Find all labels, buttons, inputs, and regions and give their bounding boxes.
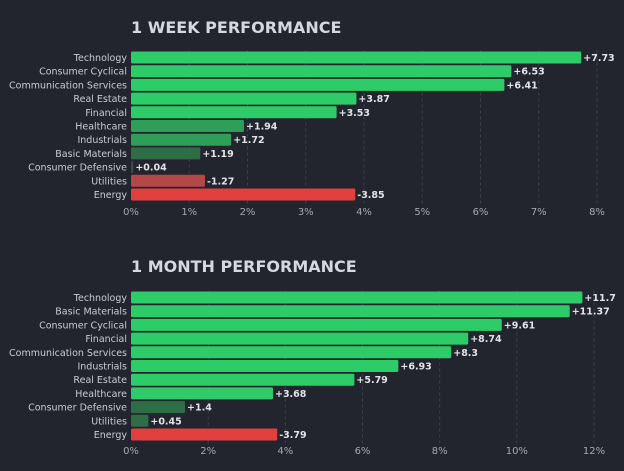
bar <box>131 92 357 105</box>
x-tick-label: 10% <box>506 446 528 457</box>
bar <box>131 428 278 441</box>
value-label: +8.3 <box>453 348 478 359</box>
x-tick-label: 8% <box>589 207 605 218</box>
category-label: Communication Services <box>9 80 127 91</box>
x-tick-label: 4% <box>277 446 293 457</box>
value-label: +3.68 <box>275 389 307 400</box>
x-tick-label: 7% <box>531 207 547 218</box>
bar <box>131 133 232 146</box>
chart-title: 1 WEEK PERFORMANCE <box>131 18 341 37</box>
category-label: Healthcare <box>75 122 127 133</box>
chart-title: 1 MONTH PERFORMANCE <box>131 257 357 276</box>
bar <box>131 188 356 201</box>
bar <box>131 78 505 91</box>
bar <box>131 291 583 304</box>
category-label: Utilities <box>91 416 127 427</box>
x-tick-label: 6% <box>473 207 489 218</box>
value-label: +3.53 <box>339 108 370 119</box>
value-label: +5.79 <box>356 375 387 386</box>
category-label: Energy <box>94 430 128 441</box>
value-label: +1.72 <box>233 135 264 146</box>
category-label: Financial <box>85 334 127 345</box>
bar <box>131 414 149 427</box>
value-label: +7.73 <box>583 53 614 64</box>
value-label: -1.27 <box>207 176 234 187</box>
bar <box>131 373 355 386</box>
value-label: +9.61 <box>504 320 535 331</box>
value-label: +3.87 <box>358 94 389 105</box>
value-label: +11.7 <box>584 293 615 304</box>
x-tick-label: 6% <box>355 446 371 457</box>
x-tick-label: 1% <box>181 207 197 218</box>
value-label: +1.4 <box>187 403 212 414</box>
x-tick-label: 2% <box>240 207 256 218</box>
value-label: +6.41 <box>506 80 537 91</box>
x-tick-label: 4% <box>356 207 372 218</box>
value-label: -3.85 <box>357 190 384 201</box>
x-tick-label: 2% <box>200 446 216 457</box>
value-label: +8.74 <box>470 334 502 345</box>
bar <box>131 65 512 78</box>
x-tick-label: 12% <box>583 446 605 457</box>
chart-1-month-performance: 1 MONTH PERFORMANCE Technology +11.7 Basic … <box>9 257 616 457</box>
value-label: +1.19 <box>202 149 233 160</box>
category-label: Consumer Cyclical <box>39 67 127 78</box>
category-label: Basic Materials <box>55 307 127 318</box>
bar <box>131 305 570 318</box>
x-tick-label: 0% <box>123 207 139 218</box>
value-label: +6.93 <box>400 362 431 373</box>
category-label: Consumer Defensive <box>28 403 127 414</box>
category-label: Industrials <box>77 362 127 373</box>
bar <box>131 332 469 345</box>
category-label: Healthcare <box>75 389 127 400</box>
bar <box>131 401 186 414</box>
bar <box>131 174 205 187</box>
value-label: +0.45 <box>150 416 181 427</box>
x-tick-label: 3% <box>298 207 314 218</box>
value-label: +6.53 <box>513 67 544 78</box>
category-label: Utilities <box>91 176 127 187</box>
value-label: +0.04 <box>135 163 167 174</box>
category-label: Industrials <box>77 135 127 146</box>
category-label: Technology <box>73 293 128 304</box>
value-label: +1.94 <box>246 122 278 133</box>
bar <box>131 106 337 119</box>
x-tick-label: 8% <box>432 446 448 457</box>
category-label: Real Estate <box>73 94 127 105</box>
bar <box>131 387 273 400</box>
value-label: -3.79 <box>279 430 306 441</box>
category-label: Consumer Defensive <box>28 163 127 174</box>
category-label: Communication Services <box>9 348 127 359</box>
category-label: Technology <box>73 53 128 64</box>
bar <box>131 360 399 372</box>
x-tick-label: 0% <box>123 446 139 457</box>
category-label: Basic Materials <box>55 149 127 160</box>
x-tick-label: 5% <box>414 207 430 218</box>
bar <box>131 51 582 64</box>
bar <box>131 161 134 174</box>
chart-1-week-performance: 1 WEEK PERFORMANCE Technology +7.73 Consume… <box>9 18 615 218</box>
category-label: Real Estate <box>73 375 127 386</box>
bar <box>131 147 201 160</box>
bar <box>131 318 502 331</box>
category-label: Energy <box>94 190 128 201</box>
category-label: Consumer Cyclical <box>39 320 127 331</box>
category-label: Financial <box>85 108 127 119</box>
value-label: +11.37 <box>572 307 610 318</box>
bar <box>131 346 452 359</box>
bar <box>131 120 245 132</box>
